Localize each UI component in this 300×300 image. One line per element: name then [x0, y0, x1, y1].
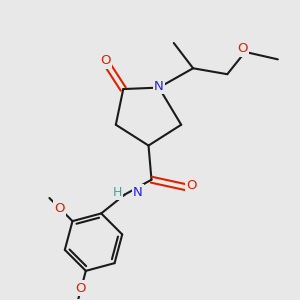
Text: O: O [186, 179, 197, 192]
Text: O: O [237, 42, 247, 56]
Text: N: N [154, 80, 164, 93]
Text: H: H [112, 186, 122, 199]
Text: N: N [133, 186, 143, 199]
Text: O: O [75, 282, 86, 295]
Text: O: O [54, 202, 65, 214]
Text: O: O [100, 54, 111, 67]
